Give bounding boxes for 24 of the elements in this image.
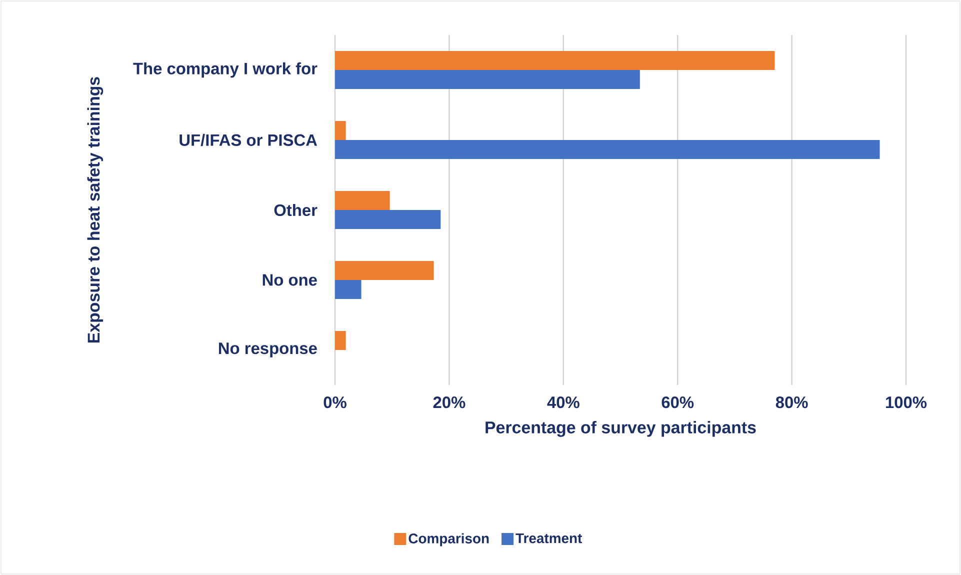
x-tick-label: 20% xyxy=(433,396,466,408)
bar xyxy=(335,280,362,299)
legend-label: Treatment xyxy=(516,533,582,544)
bar xyxy=(335,140,880,159)
x-tick-label: 40% xyxy=(547,396,580,408)
y-axis-title: Exposure to heat safety trainings xyxy=(87,77,104,342)
bar xyxy=(335,260,434,280)
y-tick-label: No response xyxy=(219,342,317,358)
bar xyxy=(335,70,640,89)
x-tick-label: 100% xyxy=(886,396,927,408)
y-tick-label: The company I work for xyxy=(133,62,318,78)
bar xyxy=(335,210,441,229)
y-tick-label: UF/IFAS or PISCA xyxy=(180,134,318,146)
bar xyxy=(335,331,346,350)
x-axis-title: Percentage of survey participants xyxy=(486,421,756,437)
bar xyxy=(335,50,775,70)
bar xyxy=(335,190,390,210)
y-tick-label: No one xyxy=(262,274,317,286)
bar xyxy=(335,120,346,140)
legend-label: Comparison xyxy=(408,533,489,546)
x-tick-label: 0% xyxy=(324,396,346,408)
x-tick-label: 80% xyxy=(776,396,808,408)
x-tick-label: 60% xyxy=(662,396,694,408)
y-tick-label: Other xyxy=(274,204,318,216)
